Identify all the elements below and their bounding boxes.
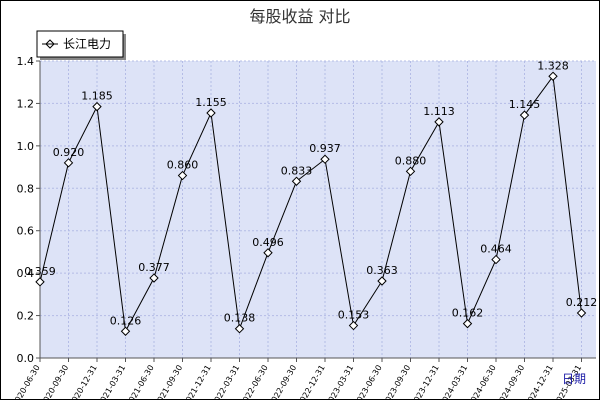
legend-label: 长江电力 — [63, 37, 111, 51]
data-label: 0.464 — [480, 243, 512, 256]
data-label: 0.363 — [366, 264, 398, 277]
data-point-marker — [177, 170, 188, 181]
x-tick-label: 2024-03-31 — [438, 364, 469, 400]
data-label: 0.162 — [452, 307, 484, 320]
x-tick-label: 2021-06-30 — [125, 364, 156, 400]
y-axis-ticks: 0.0 0.2 0.4 0.6 0.8 1.0 1.2 1.4 — [17, 55, 40, 365]
data-label: 0.880 — [395, 154, 427, 167]
data-label: 1.155 — [195, 96, 227, 109]
data-point-marker — [491, 254, 501, 265]
data-point-marker — [320, 154, 330, 164]
y-tick-label: 1.2 — [17, 97, 35, 110]
data-label: 0.138 — [224, 312, 256, 325]
x-tick-label: 2021-12-31 — [182, 364, 213, 400]
data-point-marker — [149, 273, 159, 283]
data-label: 0.833 — [281, 164, 313, 177]
data-point-marker — [63, 158, 74, 168]
data-point-marker — [348, 320, 359, 331]
x-tick-label: 2024-12-31 — [524, 364, 555, 400]
data-label: 0.937 — [309, 142, 341, 155]
y-tick-label: 0.0 — [17, 352, 35, 365]
data-label: 0.920 — [53, 146, 85, 159]
x-tick-label: 2020-12-31 — [68, 364, 99, 400]
data-label: 1.145 — [509, 98, 541, 111]
data-label: 1.113 — [423, 105, 455, 118]
x-axis-ticks: 2020-06-302020-09-302020-12-312021-03-31… — [11, 358, 583, 400]
x-tick-label: 2022-03-31 — [210, 364, 241, 400]
data-point-marker — [291, 176, 302, 186]
data-label: 0.212 — [566, 296, 598, 309]
x-tick-label: 2020-09-30 — [39, 364, 70, 400]
data-point-marker — [434, 117, 444, 127]
data-point-marker — [234, 324, 245, 334]
x-tick-label: 2024-06-30 — [467, 364, 498, 400]
chart-title: 每股收益 对比 — [249, 7, 350, 26]
plot-area — [40, 61, 596, 358]
x-tick-label: 2020-06-30 — [11, 364, 42, 400]
data-point-marker — [519, 110, 530, 120]
x-tick-label: 2022-12-31 — [296, 364, 327, 400]
data-label: 0.860 — [167, 159, 199, 172]
data-point-marker — [263, 248, 273, 258]
data-point-marker — [462, 318, 473, 329]
x-tick-label: 2024-09-30 — [495, 364, 526, 400]
series-layer: 0.359 0.920 1.185 0.126 0.377 0.860 1.155 0.138… — [24, 59, 598, 336]
data-label: 1.328 — [537, 59, 569, 72]
data-point-marker — [548, 71, 558, 81]
data-point-marker — [405, 166, 416, 177]
legend-box — [36, 30, 124, 58]
y-tick-label: 0.8 — [17, 182, 35, 195]
x-tick-label: 2023-09-30 — [381, 364, 412, 400]
y-tick-label: 0.4 — [17, 267, 35, 280]
x-tick-label: 2023-06-30 — [353, 364, 384, 400]
data-label: 0.359 — [24, 265, 56, 278]
y-tick-label: 0.6 — [17, 225, 35, 238]
legend-marker-icon — [45, 39, 55, 49]
x-tick-label: 2023-12-31 — [410, 364, 441, 400]
y-tick-label: 1.4 — [17, 55, 35, 68]
y-tick-label: 0.2 — [17, 310, 35, 323]
x-axis-label: 日期 — [562, 372, 586, 386]
x-tick-label: 2022-06-30 — [239, 364, 270, 400]
data-label: 1.185 — [81, 90, 113, 103]
legend: 长江电力 — [36, 30, 126, 60]
data-point-marker — [206, 108, 216, 118]
x-tick-label: 2023-03-31 — [324, 364, 355, 400]
x-tick-label: 2022-09-30 — [267, 364, 298, 400]
data-point-marker — [576, 308, 587, 318]
data-label: 0.496 — [252, 236, 284, 249]
y-tick-label: 1.0 — [17, 140, 35, 153]
x-tick-label: 2021-03-31 — [96, 364, 127, 400]
data-point-marker — [35, 277, 45, 287]
data-label: 0.126 — [110, 314, 142, 327]
data-label: 0.153 — [338, 309, 370, 322]
data-point-marker — [92, 101, 102, 112]
x-tick-label: 2021-09-30 — [153, 364, 184, 400]
series-line — [39, 74, 582, 333]
data-point-marker — [120, 326, 131, 336]
data-point-marker — [377, 276, 387, 286]
data-label: 0.377 — [138, 261, 170, 274]
